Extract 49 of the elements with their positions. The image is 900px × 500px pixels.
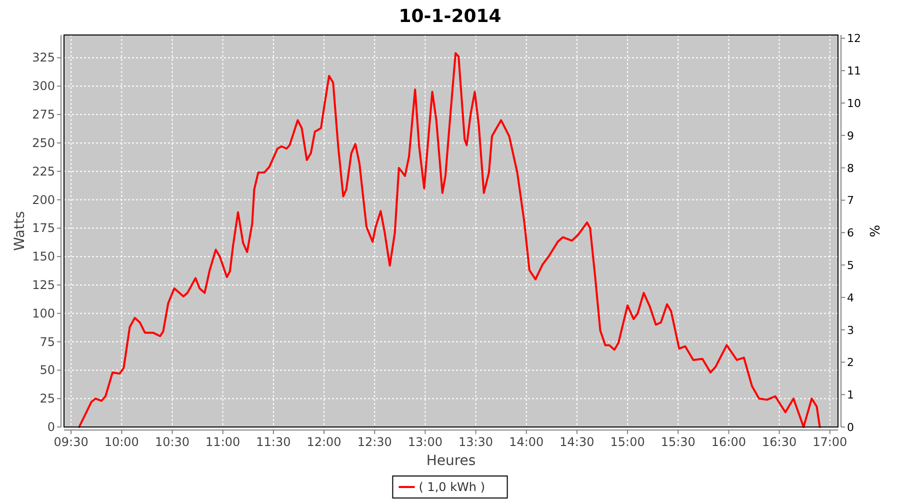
- y2-tick-label: 9: [847, 129, 854, 142]
- y-tick-label: 200: [32, 192, 55, 207]
- y2-tick-label: 8: [847, 162, 854, 175]
- y-tick-label: 125: [32, 278, 55, 292]
- x-tick-label: 10:30: [154, 435, 190, 449]
- y2-tick-label: 4: [847, 291, 854, 304]
- y2-tick-label: 5: [847, 259, 854, 272]
- x-tick-label: 14:30: [560, 435, 594, 449]
- y2-tick-label: 11: [847, 64, 861, 78]
- y-tick-label: 225: [32, 164, 55, 178]
- y2-tick-label: 3: [847, 324, 854, 337]
- x-tick-label: 16:30: [762, 435, 797, 449]
- y-tick-label: 275: [32, 108, 55, 122]
- x-tick-label: 11:30: [256, 435, 291, 449]
- y-tick-label: 175: [32, 221, 55, 236]
- x-tick-label: 15:30: [660, 435, 696, 449]
- x-tick-label: 12:30: [357, 435, 392, 449]
- y-tick-label: 150: [32, 250, 55, 264]
- x-tick-label: 09:30: [54, 435, 88, 449]
- y2-tick-label: 0: [847, 421, 854, 434]
- x-tick-label: 10:00: [104, 435, 139, 449]
- x-tick-label: 17:00: [812, 435, 848, 449]
- y-tick-label: 25: [40, 392, 55, 406]
- y2-axis-title: %: [866, 224, 881, 238]
- y-tick-label: 0: [47, 420, 55, 434]
- y2-tick-label: 7: [847, 194, 854, 208]
- line-series: [78, 52, 821, 428]
- x-tick-label: 16:00: [711, 435, 746, 449]
- legend-label: ( 1,0 kWh ): [418, 480, 486, 494]
- x-tick-label: 13:00: [408, 435, 442, 449]
- x-tick-label: 15:00: [610, 435, 645, 449]
- y-tick-label: 50: [40, 363, 55, 378]
- y2-tick-label: 1: [847, 388, 854, 402]
- x-tick-label: 14:00: [509, 435, 544, 449]
- y-tick-label: 300: [32, 79, 55, 94]
- x-tick-label: 12:00: [306, 435, 342, 449]
- y-tick-label: 100: [32, 306, 55, 320]
- y-tick-label: 75: [40, 334, 55, 349]
- x-axis-title: Heures: [426, 453, 476, 469]
- y-tick-label: 325: [32, 50, 55, 65]
- y2-tick-label: 10: [847, 97, 861, 110]
- y2-tick-label: 12: [847, 32, 861, 46]
- y2-tick-label: 6: [847, 226, 854, 240]
- x-tick-label: 11:00: [206, 435, 240, 449]
- chart-title: 10-1-2014: [398, 6, 502, 27]
- x-tick-label: 13:30: [458, 435, 494, 449]
- y-axis-title: Watts: [12, 211, 28, 251]
- y-tick-label: 250: [32, 136, 55, 150]
- y2-tick-label: 2: [847, 356, 854, 370]
